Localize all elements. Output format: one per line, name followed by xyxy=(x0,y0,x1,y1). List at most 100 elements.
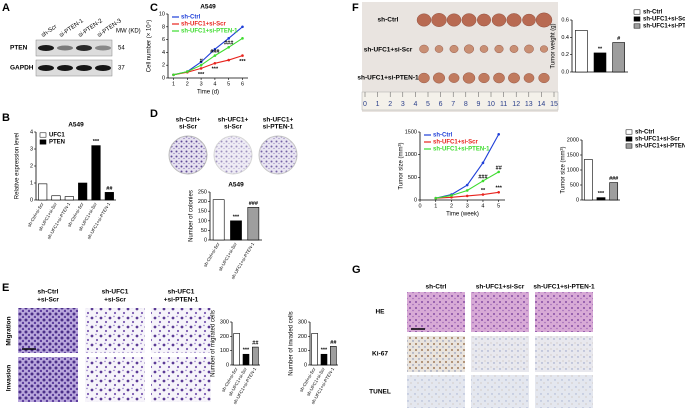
bar xyxy=(311,333,318,366)
column-label: si-PTEN-1 xyxy=(263,124,294,131)
y-tick-label: 6 xyxy=(162,37,165,43)
y-tick-label: 1000 xyxy=(567,167,579,173)
micrograph xyxy=(18,357,78,402)
micrograph xyxy=(471,292,529,332)
tumor xyxy=(523,73,535,83)
legend-label: PTEN xyxy=(49,140,65,146)
column-label: sh-Ctrl xyxy=(38,289,59,296)
point xyxy=(481,161,485,165)
tumor xyxy=(416,13,432,27)
y-axis-label: Relative expression level xyxy=(15,133,21,199)
tumor xyxy=(524,44,534,54)
x-tick-label: 3 xyxy=(466,203,469,209)
column-label: sh-UFC1+si-Scr xyxy=(476,284,525,291)
chart-title: A549 xyxy=(68,122,84,129)
tumor xyxy=(491,13,507,27)
significance: ### xyxy=(478,174,487,180)
legend-swatch xyxy=(633,9,641,15)
mw-value: 37 xyxy=(118,66,125,72)
legend-label: sh-UFC1+si-Scr xyxy=(181,22,227,28)
y-tick-label: 200 xyxy=(198,199,207,205)
y-tick-label: 250 xyxy=(198,189,207,195)
ruler-label: 15 xyxy=(550,101,558,108)
legend-swatch xyxy=(39,132,47,138)
x-tick-label: 0 xyxy=(418,203,421,209)
column-label: sh-UFC1+ xyxy=(263,117,294,124)
significance: *** xyxy=(198,72,205,78)
micrograph xyxy=(407,292,465,332)
bar xyxy=(252,346,259,366)
legend-label: sh-Ctrl xyxy=(433,133,453,139)
bar xyxy=(51,195,61,201)
y-axis-label: Tumor size (mm³) xyxy=(561,146,567,193)
x-tick-label: 1 xyxy=(434,203,437,209)
y-tick-label: 200 xyxy=(220,334,229,340)
significance: *** xyxy=(239,59,246,65)
ruler-label: 3 xyxy=(401,101,405,108)
significance: *** xyxy=(495,186,502,192)
y-tick-label: 0 xyxy=(204,237,207,243)
panel-label: E xyxy=(2,282,9,294)
colony-dish xyxy=(258,135,298,175)
y-tick-label: 0 xyxy=(162,75,165,81)
y-tick-label: 500 xyxy=(570,182,579,188)
tumor xyxy=(479,45,489,53)
x-tick-label: 5 xyxy=(497,203,500,209)
significance: *** xyxy=(233,214,240,220)
band xyxy=(57,65,73,71)
y-tick-label: 2 xyxy=(30,163,33,169)
y-tick-label: 0 xyxy=(30,197,33,203)
ruler-label: 8 xyxy=(464,101,468,108)
tumor xyxy=(538,72,550,84)
tumor xyxy=(494,44,504,54)
panel-label: B xyxy=(2,112,10,124)
micrograph xyxy=(535,375,593,408)
bar xyxy=(230,220,242,241)
legend-swatch xyxy=(633,16,641,22)
point xyxy=(172,73,175,77)
row-label: Invasion xyxy=(6,365,13,391)
bar xyxy=(38,183,48,201)
column-label: +si-Scr xyxy=(37,297,59,304)
column-label: sh-UFC1 xyxy=(102,289,129,296)
x-tick-label: 3 xyxy=(200,81,203,87)
point xyxy=(213,61,217,65)
y-tick-label: 100 xyxy=(298,348,307,354)
legend-label: sh-UFC1+si-Scr xyxy=(643,17,685,23)
point xyxy=(481,193,485,196)
y-tick-label: 300 xyxy=(220,319,229,325)
mw-value: 54 xyxy=(118,46,125,52)
significance: ## xyxy=(330,340,336,346)
y-tick-label: 150 xyxy=(198,209,207,215)
colony-dish xyxy=(213,135,253,175)
y-axis-label: Number of colonies xyxy=(189,190,195,242)
row-label: HE xyxy=(375,309,385,316)
point xyxy=(227,45,230,49)
micrograph xyxy=(535,336,593,372)
mw-header: MW (KD) xyxy=(116,29,141,35)
ruler-label: 7 xyxy=(451,101,455,108)
ruler-label: 0 xyxy=(363,101,367,108)
legend-label: sh-UFC1+si-PTEN-1 xyxy=(433,147,490,153)
point xyxy=(497,132,501,136)
y-tick-label: 0 xyxy=(226,362,229,368)
legend-swatch xyxy=(625,129,633,135)
band xyxy=(57,45,73,51)
y-tick-label: 50 xyxy=(201,228,207,234)
significance: *** xyxy=(212,67,219,73)
chart-title: A549 xyxy=(228,182,244,189)
legend-label: sh-UFC1+si-Scr xyxy=(635,137,681,143)
tumor xyxy=(419,44,429,54)
y-tick-label: 2 xyxy=(162,63,165,69)
y-tick-label: 1000 xyxy=(405,152,417,158)
point xyxy=(199,67,203,70)
significance: *** xyxy=(321,348,328,354)
bar xyxy=(609,182,619,201)
y-tick-label: 4 xyxy=(30,129,33,135)
blot xyxy=(35,39,113,57)
x-tick-label: 2 xyxy=(450,203,453,209)
micrograph xyxy=(535,292,593,332)
bar xyxy=(330,346,337,366)
ruler-label: 9 xyxy=(476,101,480,108)
bar xyxy=(91,145,101,201)
